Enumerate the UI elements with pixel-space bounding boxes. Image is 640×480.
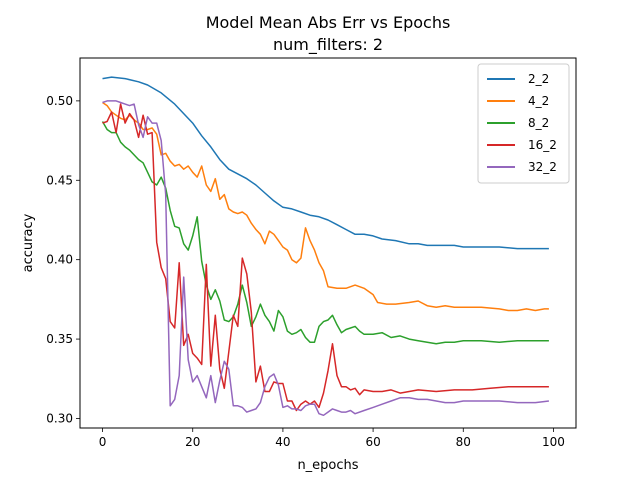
legend-label: 16_2 [528, 138, 557, 152]
series-line-16-2 [102, 103, 549, 412]
y-axis-label: accuracy [21, 213, 36, 272]
x-tick-label: 100 [542, 435, 565, 449]
x-tick-label: 40 [275, 435, 290, 449]
series-line-32-2 [102, 100, 549, 417]
axis-ticks: 0 20 40 60 80 100 0.30 0.35 0.40 0.45 0.50 [46, 94, 565, 449]
legend-box [477, 63, 570, 184]
series-line-8-2 [101, 121, 549, 345]
plot-area [101, 76, 549, 417]
axes-frame [79, 57, 577, 429]
y-tick-label: 0.30 [46, 411, 73, 425]
legend-label: 8_2 [528, 116, 549, 130]
chart-subtitle: num_filters: 2 [273, 35, 383, 55]
legend: 2_2 4_2 8_2 16_2 32_2 [477, 63, 570, 184]
x-tick-label: 0 [99, 435, 107, 449]
y-tick-label: 0.35 [46, 332, 73, 346]
legend-label: 2_2 [528, 72, 549, 86]
y-tick-label: 0.50 [46, 94, 73, 108]
x-axis-label: n_epochs [297, 458, 358, 473]
y-tick-label: 0.45 [46, 173, 73, 187]
x-tick-label: 20 [185, 435, 200, 449]
series-line-4-2 [102, 101, 549, 312]
x-tick-label: 60 [365, 435, 380, 449]
legend-label: 4_2 [528, 94, 549, 108]
x-tick-label: 80 [456, 435, 471, 449]
legend-label: 32_2 [528, 160, 557, 174]
series-line-2-2 [102, 76, 549, 250]
chart-title: Model Mean Abs Err vs Epochs [206, 13, 451, 32]
y-tick-label: 0.40 [46, 253, 73, 267]
